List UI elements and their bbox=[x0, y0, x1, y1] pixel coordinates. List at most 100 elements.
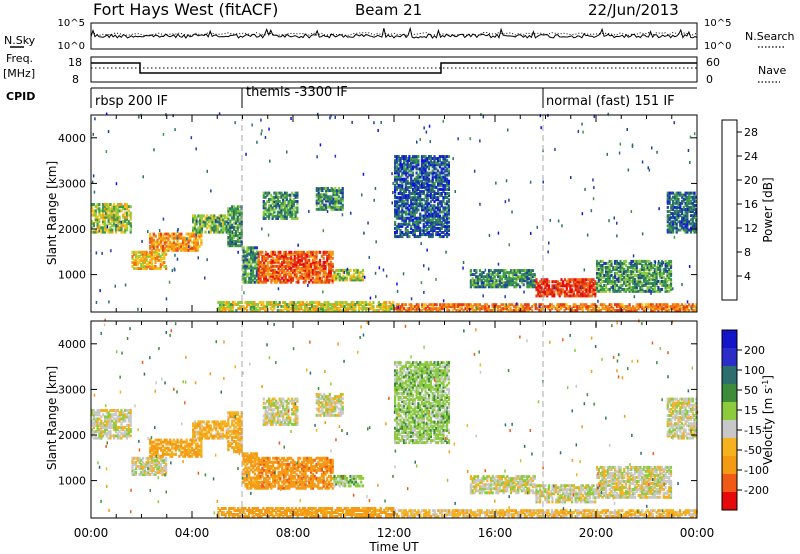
power-echo-cell bbox=[277, 264, 280, 268]
power-echo-cell bbox=[477, 285, 480, 289]
power-echo-cell bbox=[549, 309, 552, 312]
power-echo-cell bbox=[381, 305, 384, 308]
power-echo-cell bbox=[109, 215, 112, 219]
power-echo-cell bbox=[261, 262, 264, 266]
power-echo-cell bbox=[431, 216, 434, 220]
power-echo-cell bbox=[660, 271, 664, 275]
power-echo-cell bbox=[322, 229, 325, 233]
power-echo-cell bbox=[321, 189, 324, 193]
power-echo-cell bbox=[528, 281, 531, 285]
power-echo-cell bbox=[664, 267, 667, 271]
power-echo-cell bbox=[325, 203, 328, 207]
power-echo-cell bbox=[473, 303, 476, 307]
power-echo-cell bbox=[500, 303, 503, 307]
power-echo-cell bbox=[115, 223, 117, 227]
power-echo-cell bbox=[424, 194, 427, 198]
power-echo-cell bbox=[619, 267, 622, 271]
power-echo-cell bbox=[143, 250, 146, 254]
power-echo-cell bbox=[438, 194, 441, 198]
power-echo-cell bbox=[438, 210, 441, 214]
power-echo-cell bbox=[94, 213, 97, 217]
power-echo-cell bbox=[395, 159, 398, 163]
power-echo-cell bbox=[319, 260, 322, 264]
power-echo-cell bbox=[284, 303, 287, 306]
power-echo-cell bbox=[479, 202, 481, 206]
power-echo-cell bbox=[399, 187, 402, 191]
power-echo-cell bbox=[295, 266, 298, 270]
power-echo-cell bbox=[433, 229, 436, 232]
power-echo-cell bbox=[353, 276, 356, 280]
power-echo-cell bbox=[356, 270, 359, 274]
power-echo-cell bbox=[581, 278, 584, 282]
power-echo-cell bbox=[262, 200, 265, 203]
power-echo-cell bbox=[641, 305, 644, 309]
power-echo-cell bbox=[606, 287, 609, 291]
power-echo-cell bbox=[563, 292, 567, 296]
power-echo-cell bbox=[585, 288, 588, 292]
power-echo-cell bbox=[316, 305, 319, 308]
power-echo-cell bbox=[417, 226, 420, 230]
power-echo-cell bbox=[440, 175, 443, 179]
power-echo-cell bbox=[265, 307, 269, 310]
power-echo-cell bbox=[292, 202, 295, 206]
power-echo-cell bbox=[325, 307, 328, 310]
power-echo-cell bbox=[157, 254, 161, 258]
power-echo-cell bbox=[558, 292, 561, 296]
power-echo-cell bbox=[429, 235, 432, 239]
power-echo-cell bbox=[270, 258, 273, 262]
power-echo-cell bbox=[352, 307, 355, 310]
power-echo-cell bbox=[415, 204, 418, 208]
power-echo-cell bbox=[576, 288, 579, 292]
power-echo-cell bbox=[601, 275, 604, 279]
power-echo-cell bbox=[238, 209, 241, 213]
power-echo-cell bbox=[657, 267, 660, 271]
power-echo-cell bbox=[143, 265, 146, 268]
power-echo-cell bbox=[513, 269, 516, 273]
power-echo-cell bbox=[671, 305, 674, 309]
power-echo-cell bbox=[289, 202, 292, 206]
power-echo-cell bbox=[588, 305, 591, 309]
power-echo-cell bbox=[415, 305, 418, 309]
power-echo-cell bbox=[641, 259, 644, 263]
power-echo-cell bbox=[395, 179, 398, 183]
power-echo-cell bbox=[666, 305, 669, 309]
power-echo-cell bbox=[608, 277, 611, 281]
power-echo-cell bbox=[368, 255, 370, 259]
power-echo-cell bbox=[662, 303, 665, 307]
power-echo-cell bbox=[298, 307, 301, 310]
power-echo-cell bbox=[560, 292, 563, 296]
power-echo-cell bbox=[145, 263, 148, 266]
power-echo-cell bbox=[659, 279, 662, 283]
power-echo-cell bbox=[145, 252, 148, 256]
power-echo-cell bbox=[154, 265, 157, 268]
power-echo-cell bbox=[275, 216, 278, 220]
power-echo-cell bbox=[311, 270, 314, 274]
power-echo-cell bbox=[234, 211, 238, 215]
power-echo-cell bbox=[619, 309, 622, 312]
power-echo-cell bbox=[632, 289, 635, 293]
power-echo-cell bbox=[446, 222, 449, 226]
power-echo-cell bbox=[149, 236, 152, 240]
power-echo-cell bbox=[365, 301, 368, 304]
power-echo-cell bbox=[330, 305, 334, 308]
power-echo-cell bbox=[182, 242, 185, 246]
power-echo-cell bbox=[290, 268, 293, 272]
power-echo-cell bbox=[143, 254, 146, 258]
power-echo-cell bbox=[316, 155, 318, 159]
power-echo-cell bbox=[404, 179, 407, 183]
power-echo-cell bbox=[601, 259, 604, 263]
power-echo-cell bbox=[354, 307, 357, 310]
power-echo-cell bbox=[401, 224, 404, 228]
power-echo-cell bbox=[211, 220, 214, 224]
power-echo-cell bbox=[322, 268, 325, 272]
power-echo-cell bbox=[156, 258, 159, 262]
power-echo-cell bbox=[693, 309, 696, 312]
power-echo-cell bbox=[478, 279, 482, 283]
power-echo-cell bbox=[229, 244, 232, 248]
power-echo-cell bbox=[227, 244, 230, 248]
power-echo-cell bbox=[330, 201, 333, 205]
power-echo-cell bbox=[288, 276, 291, 280]
power-echo-cell bbox=[339, 205, 342, 209]
power-echo-cell bbox=[253, 252, 257, 256]
power-echo-cell bbox=[252, 270, 255, 274]
